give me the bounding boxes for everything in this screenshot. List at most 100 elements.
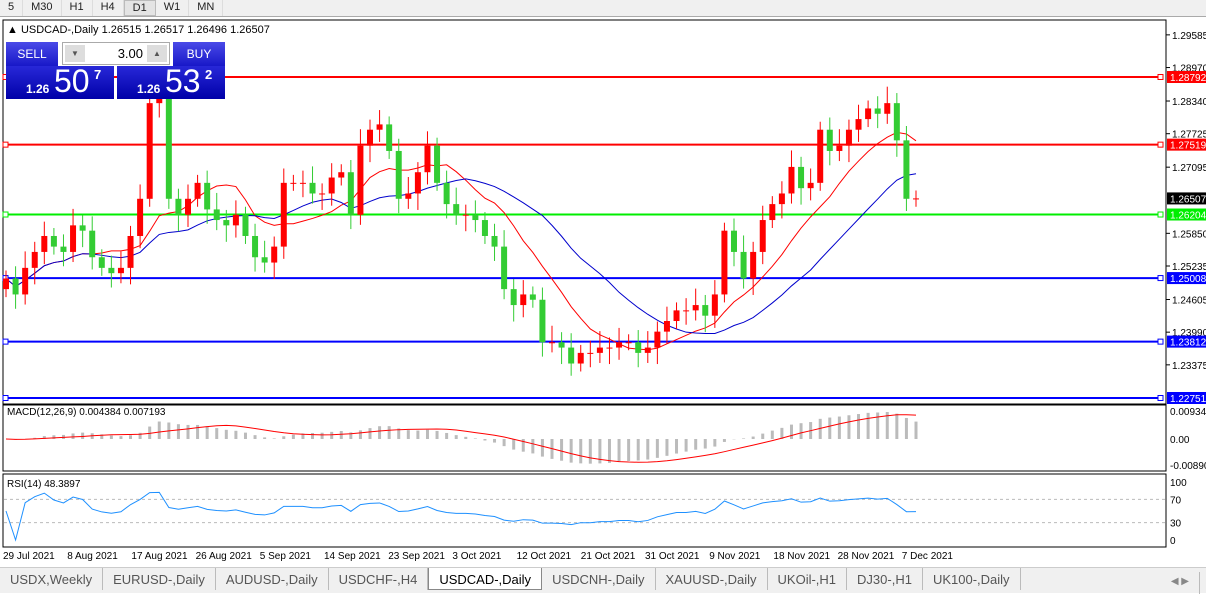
rsi-tick-label: 0: [1170, 536, 1176, 547]
candle-body: [117, 267, 124, 274]
price-tick-label: 1.24605: [1172, 295, 1206, 306]
timeframe-W1[interactable]: W1: [156, 0, 190, 16]
candle-body: [213, 209, 220, 221]
tab-ukoil-h1[interactable]: UKOil-,H1: [768, 568, 848, 590]
buy-price-pips: 53: [165, 63, 201, 99]
candle-body: [472, 214, 479, 221]
candle-body: [31, 251, 38, 268]
candle-body: [893, 103, 900, 141]
candle-body: [625, 342, 632, 344]
timeframe-M30[interactable]: M30: [23, 0, 62, 16]
timeframe-5[interactable]: 5: [0, 0, 24, 16]
tab-xauusd-daily[interactable]: XAUUSD-,Daily: [656, 568, 768, 590]
candle-body: [376, 124, 383, 130]
candle-body: [501, 246, 508, 290]
candle-body: [568, 347, 575, 364]
timeframe-H1[interactable]: H1: [62, 0, 93, 16]
sell-price-pips: 50: [54, 63, 90, 99]
macd-tick-label: 0.009345: [1170, 407, 1206, 418]
candle-body: [683, 310, 690, 312]
lot-size-input[interactable]: 3.00: [117, 46, 143, 61]
decrease-lot-button[interactable]: ▼: [65, 45, 85, 62]
candle-body: [347, 172, 354, 215]
candle-body: [137, 198, 144, 236]
level-price-label: 1.27519: [1170, 141, 1206, 152]
price-chart[interactable]: ▲ USDCAD-,Daily 1.26515 1.26517 1.26496 …: [0, 18, 1206, 567]
rsi-line: [5, 491, 917, 542]
tab-eurusd-daily[interactable]: EURUSD-,Daily: [103, 568, 216, 590]
candle-body: [271, 246, 278, 263]
candle-body: [903, 140, 910, 199]
candle-body: [242, 214, 249, 236]
price-tick-label: 1.25850: [1172, 229, 1206, 240]
date-label: 29 Jul 2021: [3, 551, 55, 562]
rsi-label: RSI(14) 48.3897: [7, 479, 81, 490]
level-price-label: 1.25008: [1170, 274, 1206, 285]
price-tick-label: 1.25235: [1172, 262, 1206, 273]
candle-body: [89, 230, 96, 258]
candle-body: [817, 129, 824, 183]
candle-body: [510, 289, 517, 306]
candle-body: [520, 294, 527, 306]
level-price-label: 1.28792: [1170, 73, 1206, 84]
candle-body: [165, 97, 172, 199]
one-click-trading-panel: SELL ▼ 3.00 ▲ BUY 1.26 50 7 1.26 53 2: [6, 42, 225, 99]
date-label: 12 Oct 2021: [517, 551, 572, 562]
buy-price[interactable]: 1.26 53 2: [117, 63, 225, 99]
increase-lot-button[interactable]: ▲: [147, 45, 167, 62]
price-tick-label: 1.27725: [1172, 130, 1206, 141]
candle-body: [616, 342, 623, 348]
level-handle: [2, 338, 9, 345]
timeframe-H4[interactable]: H4: [93, 0, 124, 16]
macd-panel-frame: [2, 404, 1167, 472]
candle-body: [673, 310, 680, 322]
candle-body: [12, 278, 19, 295]
tab-scroll-arrows-icon[interactable]: ◀ ▶: [1161, 572, 1200, 594]
date-label: 31 Oct 2021: [645, 551, 700, 562]
chart-tabs: USDX,Weekly EURUSD-,Daily AUDUSD-,Daily USD…: [0, 567, 1206, 594]
sell-price[interactable]: 1.26 50 7: [6, 63, 114, 99]
tab-usdchf-h4[interactable]: USDCHF-,H4: [329, 568, 429, 590]
candle-body: [481, 220, 488, 236]
tab-dj30-h1[interactable]: DJ30-,H1: [847, 568, 923, 590]
level-price-label: 1.22751: [1170, 394, 1206, 405]
date-label: 7 Dec 2021: [902, 551, 954, 562]
macd-tick-label: -0.00890: [1170, 461, 1206, 472]
candle-body: [462, 214, 469, 216]
sell-button[interactable]: SELL: [6, 42, 58, 66]
timeframe-D1[interactable]: D1: [123, 0, 156, 16]
buy-button[interactable]: BUY: [173, 42, 225, 66]
candle-body: [434, 145, 441, 183]
timeframe-MN[interactable]: MN: [189, 0, 224, 16]
level-handle: [1157, 211, 1164, 218]
candle-body: [702, 305, 709, 316]
candle-body: [185, 198, 191, 215]
candle-body: [654, 331, 661, 348]
candle-body: [884, 103, 891, 114]
candle-body: [41, 235, 48, 252]
candle-body: [50, 235, 57, 247]
candle-body: [70, 225, 77, 252]
candle-body: [798, 166, 805, 189]
level-handle: [1157, 275, 1164, 282]
candle-body: [194, 182, 201, 199]
level-price-label: 1.23812: [1170, 338, 1206, 349]
date-label: 17 Aug 2021: [131, 551, 188, 562]
candle-body: [913, 198, 919, 200]
date-label: 9 Nov 2021: [709, 551, 761, 562]
rsi-tick-label: 70: [1170, 495, 1182, 506]
tab-usdx-weekly[interactable]: USDX,Weekly: [0, 568, 104, 590]
level-handle: [1157, 74, 1164, 80]
tab-usdcad-daily[interactable]: USDCAD-,Daily: [428, 568, 543, 590]
date-label: 14 Sep 2021: [324, 551, 381, 562]
tab-audusd-daily[interactable]: AUDUSD-,Daily: [216, 568, 329, 590]
current-price-badge: [1167, 192, 1206, 205]
tab-uk100-daily[interactable]: UK100-,Daily: [923, 568, 1021, 590]
candle-body: [60, 246, 67, 252]
tab-usdcnh-daily[interactable]: USDCNH-,Daily: [542, 568, 656, 590]
level-price-badge: [1167, 335, 1206, 348]
lot-size-stepper[interactable]: ▼ 3.00 ▲: [62, 42, 170, 65]
candle-body: [414, 172, 421, 194]
candle-body: [261, 257, 268, 263]
candle-body: [280, 182, 287, 247]
